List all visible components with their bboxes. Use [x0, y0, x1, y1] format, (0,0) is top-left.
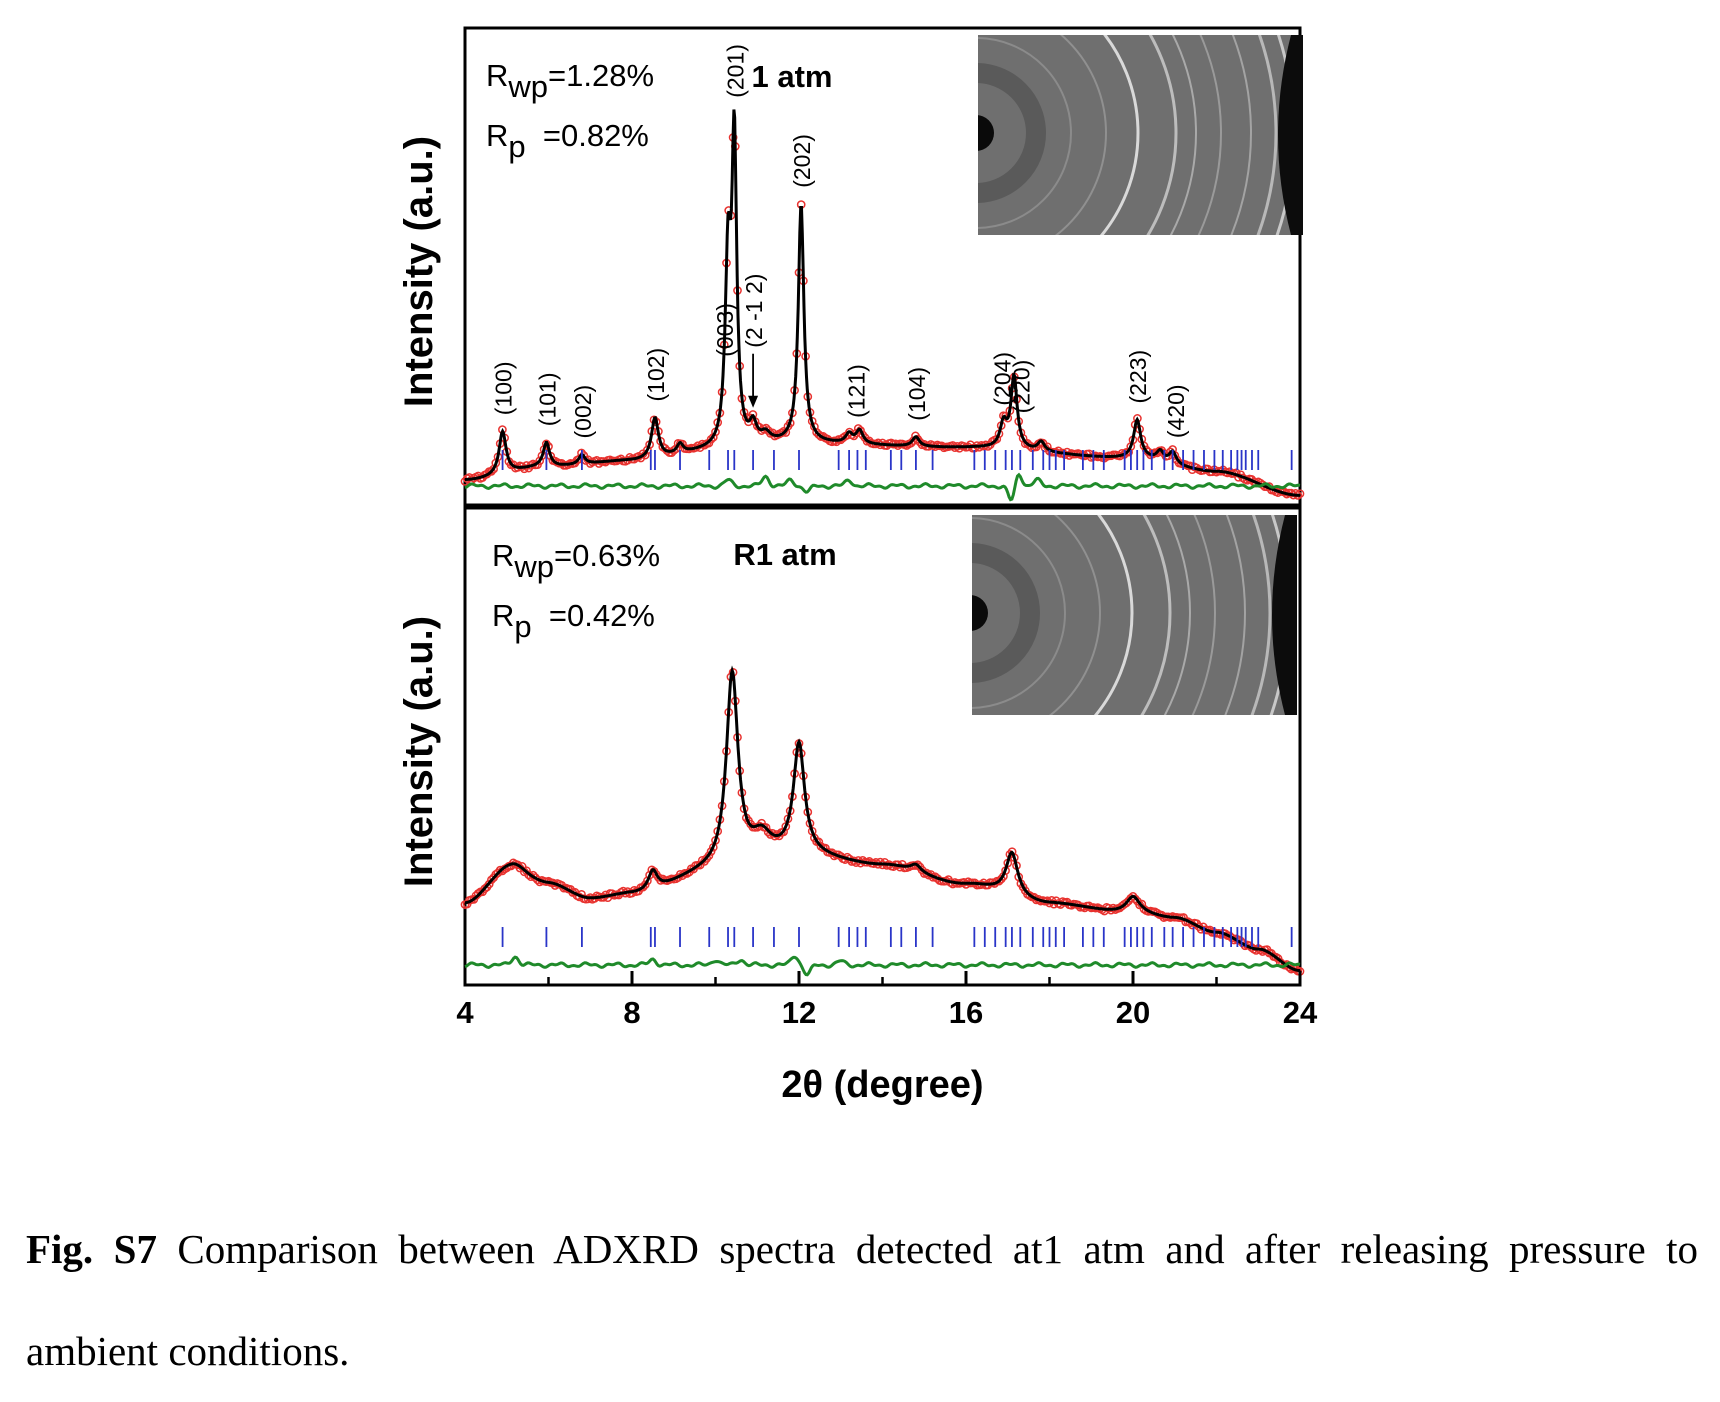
panel-title: 1 atm: [752, 59, 833, 94]
observed-point: [761, 823, 771, 832]
peak-arrowhead: [748, 395, 759, 408]
x-tick-label: 12: [782, 995, 816, 1030]
refinement-stat: Rwp=1.28%: [486, 58, 654, 104]
observed-point: [1023, 439, 1032, 448]
peak-label: (102): [643, 348, 669, 402]
observed-point: [638, 882, 648, 892]
y-axis-label: Intensity (a.u.): [397, 616, 441, 887]
caption-label: Fig. S7: [26, 1226, 157, 1272]
observed-point: [491, 870, 501, 879]
x-tick-label: 4: [456, 995, 474, 1030]
peak-label: (100): [491, 361, 517, 415]
peak-label: (2 -1 2): [741, 274, 767, 348]
x-tick-label: 16: [949, 995, 983, 1030]
x-axis-label: 2θ (degree): [781, 1064, 983, 1106]
difference-curve: [464, 472, 1301, 502]
plot-frame: [463, 26, 1302, 507]
caption-text: Comparison between ADXRD spectra detecte…: [26, 1226, 1698, 1374]
peak-label: (420): [1163, 384, 1189, 438]
calculated-curve: [465, 665, 1301, 973]
peak-label: (101): [534, 372, 560, 426]
peak-label: (002): [570, 385, 596, 439]
peak-label: (223): [1125, 350, 1151, 404]
figure-caption: Fig. S7 Comparison between ADXRD spectra…: [26, 1198, 1698, 1402]
peak-label: (003): [712, 303, 738, 357]
peak-label: (121): [843, 364, 869, 418]
y-axis-label: Intensity (a.u.): [397, 136, 441, 407]
difference-curve: [464, 955, 1301, 977]
observed-point: [535, 456, 545, 466]
observed-point: [671, 444, 681, 454]
observed-point: [541, 439, 551, 449]
x-tick-label: 20: [1116, 995, 1150, 1030]
observed-point: [484, 879, 494, 889]
observed-point: [1128, 891, 1138, 901]
calculated-curve: [465, 109, 1300, 497]
observed-point: [660, 443, 670, 453]
observed-point: [922, 868, 931, 878]
observed-point: [812, 427, 821, 437]
observed-point: [480, 884, 490, 894]
observed-point: [838, 433, 848, 443]
panel-1: Intensity (a.u.) 1 atm Rwp=1.28% Rp =0.82% (…: [397, 26, 1305, 507]
peak-label: (201): [722, 44, 748, 98]
peak-label: (220): [1008, 360, 1034, 414]
observed-point: [706, 434, 716, 444]
observed-point: [832, 437, 841, 447]
panel-2: Intensity (a.u.) R1 atm Rwp=0.63% Rp =0.42%: [397, 506, 1305, 987]
refinement-stat: Rp =0.42%: [492, 598, 655, 644]
xrd-figure: Intensity (a.u.) 1 atm Rwp=1.28% Rp =0.82% (…: [397, 26, 1318, 1106]
peak-label: (202): [789, 134, 815, 188]
observed-point: [994, 876, 1004, 886]
reflection-ticks: [501, 927, 1293, 947]
observed-point: [814, 430, 824, 439]
observed-point: [1122, 898, 1131, 908]
peak-label: (104): [904, 367, 930, 421]
observed-point: [487, 467, 496, 476]
observed-point: [487, 875, 496, 885]
panel-title: R1 atm: [733, 537, 836, 572]
refinement-stat: Rwp=0.63%: [492, 538, 660, 584]
refinement-stat: Rp =0.82%: [486, 118, 649, 164]
x-tick-label: 8: [623, 995, 640, 1030]
reflection-ticks: [501, 450, 1293, 470]
diffraction-inset-image: [978, 35, 1303, 235]
diffraction-inset-image: [972, 515, 1297, 715]
x-tick-label: 24: [1283, 995, 1318, 1030]
peak-label: (204): [990, 352, 1016, 406]
